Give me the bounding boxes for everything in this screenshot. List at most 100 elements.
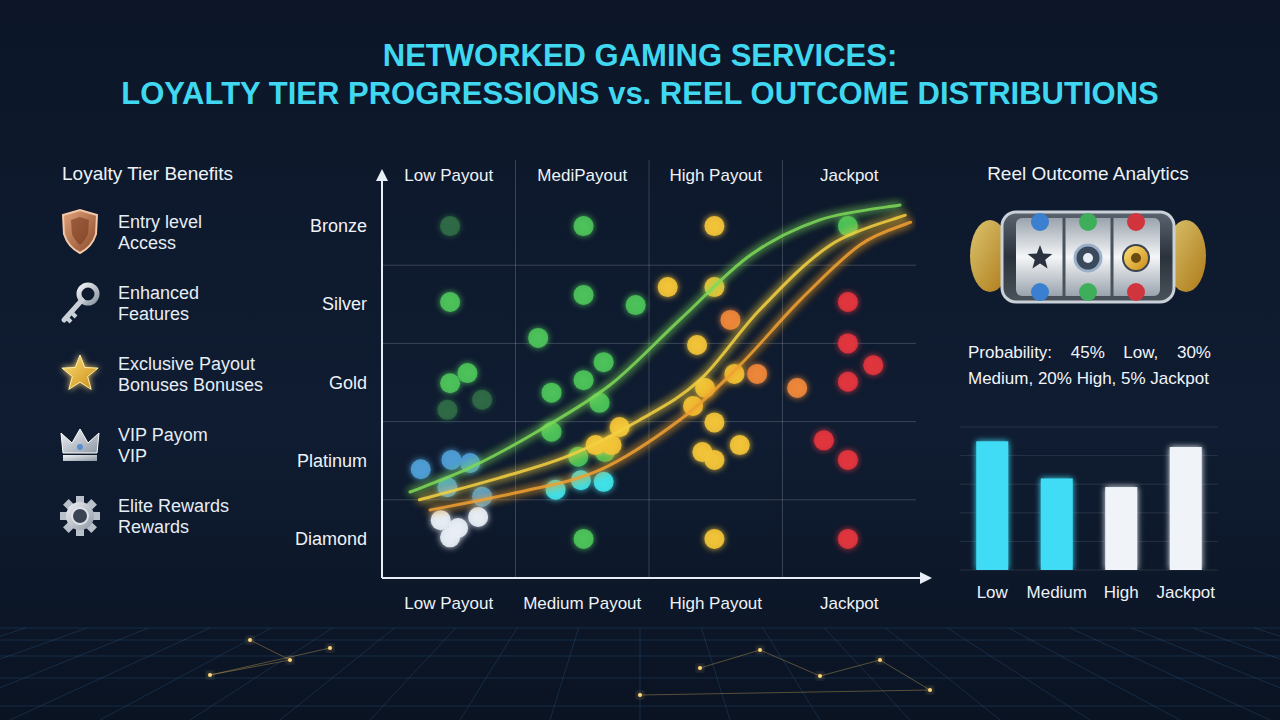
slot-symbol	[1079, 283, 1097, 301]
scatter-point	[704, 412, 724, 432]
benefit-text: Rewards	[118, 517, 189, 537]
y-axis-arrow	[376, 169, 388, 181]
x-tick-label: Low	[977, 583, 1009, 602]
scatter-point	[838, 529, 858, 549]
y-tick-label: Bronze	[310, 216, 367, 236]
floor-line	[0, 628, 1280, 629]
slot-divider	[1063, 218, 1066, 296]
scatter-point	[724, 364, 744, 384]
slot-divider	[1111, 218, 1114, 296]
scatter-point	[704, 450, 724, 470]
x-tick-label: Low Payout	[404, 594, 493, 613]
scatter-point	[440, 292, 460, 312]
x-tick-label: High Payout	[669, 594, 762, 613]
scatter-point	[457, 363, 477, 383]
scatter-point	[574, 216, 594, 236]
slot-machine-icon	[970, 212, 1206, 302]
floor-line	[0, 640, 1280, 641]
x-axis	[382, 577, 920, 579]
slot-symbol	[1131, 253, 1141, 263]
constellation-dot	[208, 673, 212, 677]
trend-line	[419, 215, 905, 500]
grid-line	[515, 160, 516, 578]
slot-symbol	[1028, 245, 1053, 269]
x-tick-label: Jackpot	[820, 594, 879, 613]
scatter-point	[687, 335, 707, 355]
floor-line	[0, 706, 1280, 707]
bar	[1041, 478, 1073, 570]
benefit-text: Entry level	[118, 212, 202, 232]
grid-line	[382, 343, 916, 344]
scatter-point	[468, 507, 488, 527]
bar	[976, 441, 1008, 570]
scatter-point	[704, 216, 724, 236]
constellation-line	[210, 648, 330, 675]
slot-symbol	[1031, 213, 1049, 231]
scatter-point	[814, 430, 834, 450]
scatter-point	[704, 529, 724, 549]
constellation-line	[250, 640, 290, 660]
scatter-point	[730, 435, 750, 455]
column-label: High Payout	[669, 166, 762, 185]
slot-symbol	[1079, 213, 1097, 231]
scatter-point	[440, 216, 460, 236]
page: NETWORKED GAMING SERVICES:LOYALTY TIER P…	[0, 0, 1280, 720]
shield-icon	[71, 217, 89, 245]
scatter-point	[720, 310, 740, 330]
grid-line	[649, 160, 650, 578]
slot-symbol	[1127, 213, 1145, 231]
crown-icon	[77, 444, 83, 450]
slot-symbol	[1127, 283, 1145, 301]
title: LOYALTY TIER PROGRESSIONS vs. REEL OUTCO…	[121, 76, 1159, 111]
benefit-text: VIP	[118, 446, 147, 466]
constellation-dot	[818, 674, 822, 678]
slot-symbol	[1075, 245, 1101, 271]
x-tick-label: Medium Payout	[523, 594, 641, 613]
grid-line	[382, 421, 916, 422]
probability-note: Probability: 45% Low, 30% Medium, 20% Hi…	[968, 340, 1211, 392]
scatter-point	[472, 487, 492, 507]
constellation-line	[880, 660, 930, 690]
y-tick-label: Silver	[322, 294, 367, 314]
constellation-line	[760, 650, 820, 676]
title: NETWORKED GAMING SERVICES:	[383, 38, 897, 73]
trend-line	[430, 222, 911, 510]
scatter-point	[863, 355, 883, 375]
crown-icon	[63, 455, 97, 461]
grid-line	[382, 499, 916, 500]
constellation-line	[820, 660, 880, 676]
scatter-point	[437, 400, 457, 420]
constellation-dot	[638, 693, 642, 697]
slot-symbol	[1083, 253, 1093, 263]
column-label: Jackpot	[820, 166, 879, 185]
benefit-icon	[64, 285, 97, 322]
key-icon	[71, 312, 76, 317]
benefit-text: Access	[118, 233, 176, 253]
background	[0, 0, 1280, 720]
star-icon	[62, 355, 98, 389]
slot-body	[1002, 212, 1174, 302]
scatter-point	[528, 328, 548, 348]
constellation-dot	[698, 666, 702, 670]
scatter-point	[574, 370, 594, 390]
y-axis	[381, 181, 383, 578]
panel-title: Reel Outcome Analytics	[987, 163, 1189, 184]
x-tick-label: Medium	[1027, 583, 1087, 602]
constellation-dot	[758, 648, 762, 652]
x-tick-label: High	[1104, 583, 1139, 602]
scatter-point	[440, 527, 460, 547]
benefit-text: Enhanced	[118, 283, 199, 303]
bar	[1105, 487, 1137, 570]
benefit-icon	[63, 210, 97, 253]
benefit-text: Features	[118, 304, 189, 324]
benefit-text: Bonuses Bonuses	[118, 375, 263, 395]
slot-symbol	[1031, 283, 1049, 301]
scatter-point	[431, 510, 451, 530]
scatter-point	[542, 383, 562, 403]
grid	[382, 160, 916, 578]
crown-icon	[61, 429, 99, 453]
scatter-point	[574, 529, 594, 549]
constellation-dot	[928, 688, 932, 692]
scatter-point	[441, 450, 461, 470]
benefit-icon	[61, 429, 99, 461]
